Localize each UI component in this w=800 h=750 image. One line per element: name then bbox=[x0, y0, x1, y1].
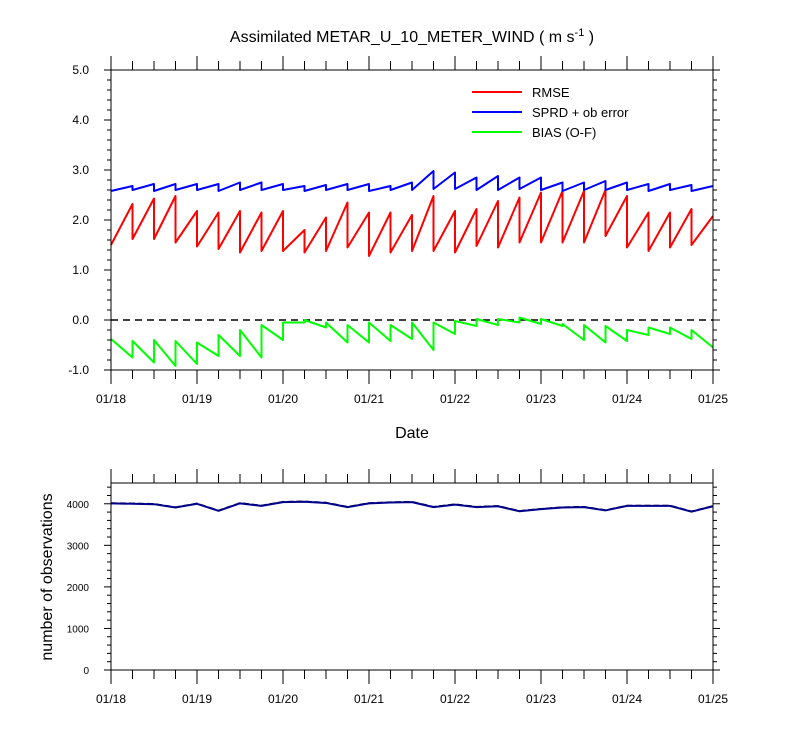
chart-title-end: ) bbox=[584, 29, 594, 46]
x-tick-label: 01/19 bbox=[182, 692, 212, 706]
series-line-used bbox=[110, 500, 714, 513]
bottom-plot-area bbox=[110, 500, 714, 513]
y-tick-label: 0.0 bbox=[72, 313, 89, 327]
x-tick-label: 01/18 bbox=[96, 692, 126, 706]
chart-title-main: Assimilated METAR_U_10_METER_WIND ( m s bbox=[230, 29, 575, 46]
y-tick-label: 2000 bbox=[67, 583, 90, 594]
y-tick-label: 0 bbox=[83, 666, 89, 677]
x-tick-label: 01/25 bbox=[698, 692, 728, 706]
top-y-axis: -1.0 0.0 1.0 2.0 3.0 4.0 5.0 bbox=[68, 63, 720, 377]
bottom-y-axis: 0 1000 2000 3000 4000 bbox=[67, 486, 720, 677]
y-tick-label: 5.0 bbox=[72, 63, 89, 77]
series-line-bias-o-f bbox=[110, 316, 714, 367]
y-tick-label: 2.0 bbox=[72, 213, 89, 227]
legend: RMSE SPRD + ob error BIAS (O-F) bbox=[472, 85, 629, 140]
x-tick-label: 01/20 bbox=[268, 392, 298, 406]
x-tick-label: 01/23 bbox=[526, 692, 556, 706]
y-tick-label: 1000 bbox=[67, 624, 90, 635]
bottom-x-axis: 01/18 01/19 01/20 01/21 01/22 01/23 01/24 01/25 bbox=[96, 469, 728, 706]
y-tick-label: 4.0 bbox=[72, 113, 89, 127]
legend-label: SPRD + ob error bbox=[532, 105, 629, 120]
y-tick-label: 4000 bbox=[67, 500, 90, 511]
y-tick-label: 1.0 bbox=[72, 263, 89, 277]
x-tick-label: 01/22 bbox=[440, 392, 470, 406]
top-x-axis-title: Date bbox=[395, 425, 429, 442]
series-line-sprd-ob-error bbox=[110, 170, 714, 192]
legend-label: RMSE bbox=[532, 85, 570, 100]
x-tick-label: 01/22 bbox=[440, 692, 470, 706]
y-tick-label: 3000 bbox=[67, 541, 90, 552]
x-tick-label: 01/24 bbox=[612, 692, 642, 706]
x-tick-label: 01/21 bbox=[354, 692, 384, 706]
x-tick-label: 01/21 bbox=[354, 392, 384, 406]
top-panel: -1.00.01.02.03.04.05.0 01/18 01/19 01/20 01… bbox=[68, 56, 728, 442]
chart-title: Assimilated METAR_U_10_METER_WIND ( m s-… bbox=[230, 27, 594, 46]
chart-title-superscript: -1 bbox=[575, 27, 585, 39]
top-plot-area bbox=[110, 170, 714, 367]
x-tick-label: 01/25 bbox=[698, 392, 728, 406]
series-line-rmse bbox=[110, 189, 714, 257]
bottom-y-axis-title: number of observations bbox=[39, 493, 56, 660]
y-tick-label: -1.0 bbox=[68, 363, 89, 377]
x-tick-label: 01/18 bbox=[96, 392, 126, 406]
y-tick-label: 3.0 bbox=[72, 163, 89, 177]
legend-label: BIAS (O-F) bbox=[532, 125, 596, 140]
x-tick-label: 01/24 bbox=[612, 392, 642, 406]
x-tick-label: 01/20 bbox=[268, 692, 298, 706]
top-x-axis: 01/18 01/19 01/20 01/21 01/22 01/23 01/24 01/25 bbox=[96, 56, 728, 406]
bottom-plot-frame bbox=[110, 482, 714, 671]
x-tick-label: 01/23 bbox=[526, 392, 556, 406]
x-tick-label: 01/19 bbox=[182, 392, 212, 406]
